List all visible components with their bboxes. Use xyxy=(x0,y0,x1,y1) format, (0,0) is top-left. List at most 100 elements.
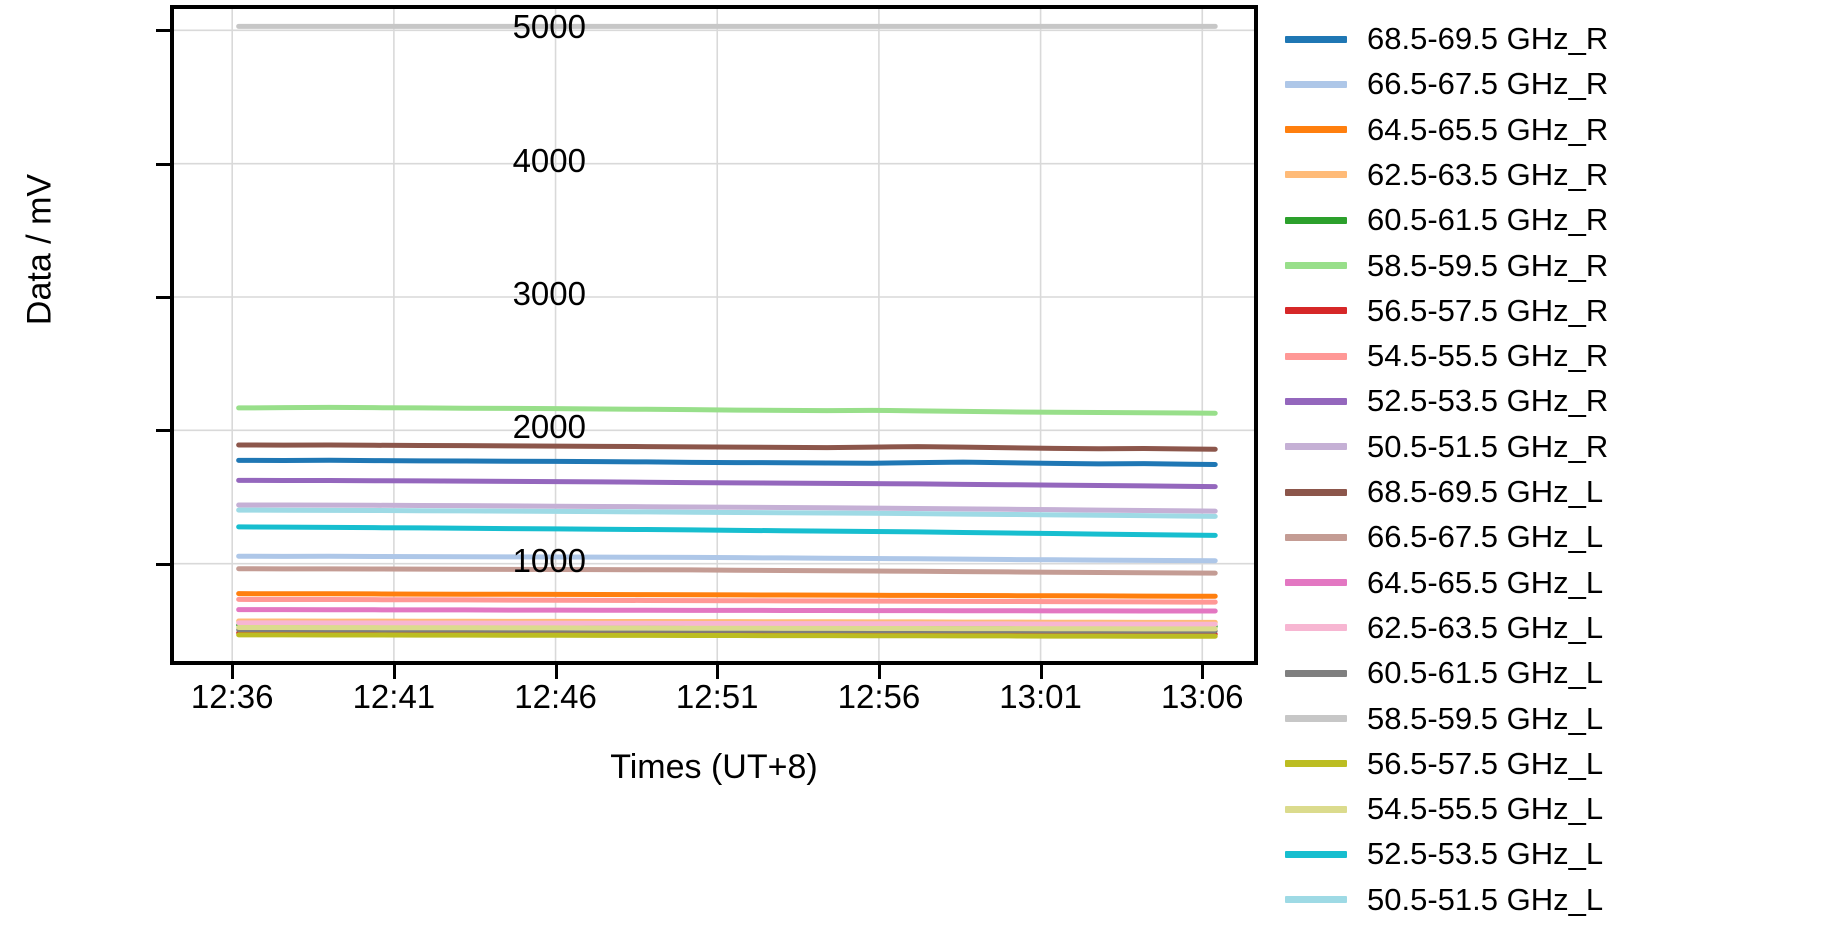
legend-color-swatch xyxy=(1285,126,1347,134)
legend-color-swatch xyxy=(1285,805,1347,813)
legend-label: 62.5-63.5 GHz_R xyxy=(1367,156,1609,192)
legend-color-swatch xyxy=(1285,443,1347,451)
legend-color-swatch xyxy=(1285,352,1347,360)
legend-label: 52.5-53.5 GHz_L xyxy=(1367,836,1604,872)
x-tick-mark xyxy=(716,665,720,679)
legend-label: 56.5-57.5 GHz_L xyxy=(1367,745,1604,781)
legend-color-swatch xyxy=(1285,397,1347,405)
legend-item[interactable]: 56.5-57.5 GHz_L xyxy=(1285,745,1604,781)
x-tick-mark xyxy=(1039,665,1043,679)
legend-item[interactable]: 68.5-69.5 GHz_R xyxy=(1285,22,1608,56)
legend-item[interactable]: 68.5-69.5 GHz_L xyxy=(1285,475,1603,509)
series-line xyxy=(239,445,1216,449)
x-tick-mark xyxy=(877,665,881,679)
x-tick-mark xyxy=(554,665,558,679)
x-tick-label: 13:01 xyxy=(999,678,1082,715)
y-tick-label: 4000 xyxy=(512,141,586,179)
chart-legend: 68.5-69.5 GHz_R 66.5-67.5 GHz_R 64.5-65.5 … xyxy=(1285,12,1845,932)
legend-item[interactable]: 66.5-67.5 GHz_L xyxy=(1285,520,1603,554)
x-tick-label: 12:41 xyxy=(352,678,436,715)
x-tick-label: 12:56 xyxy=(837,678,921,715)
legend-item[interactable]: 58.5-59.5 GHz_R xyxy=(1285,247,1609,283)
legend-item[interactable]: 64.5-65.5 GHz_L xyxy=(1285,564,1604,600)
y-axis-label: Data / mV xyxy=(20,173,59,326)
legend-label: 62.5-63.5 GHz_L xyxy=(1367,609,1604,645)
series-line xyxy=(239,460,1216,464)
y-tick-mark xyxy=(156,29,170,33)
series-line xyxy=(239,569,1216,573)
legend-color-swatch xyxy=(1285,896,1347,904)
legend-label: 58.5-59.5 GHz_R xyxy=(1367,247,1609,283)
legend-label: 64.5-65.5 GHz_R xyxy=(1367,111,1609,147)
series-line xyxy=(239,635,1216,636)
legend-color-swatch xyxy=(1285,488,1347,496)
series-line xyxy=(239,527,1216,536)
legend-label: 60.5-61.5 GHz_L xyxy=(1367,655,1604,691)
legend-color-swatch xyxy=(1285,624,1347,632)
legend-item[interactable]: 64.5-65.5 GHz_R xyxy=(1285,111,1609,147)
legend-color-swatch xyxy=(1285,216,1347,224)
y-tick-mark xyxy=(156,296,170,299)
x-tick-mark xyxy=(1201,665,1205,679)
series-line xyxy=(239,510,1216,516)
x-axis-label: Times (UT+8) xyxy=(610,748,818,786)
series-line xyxy=(239,610,1216,611)
legend-label: 68.5-69.5 GHz_R xyxy=(1367,21,1609,56)
legend-color-swatch xyxy=(1285,80,1347,88)
legend-item[interactable]: 54.5-55.5 GHz_L xyxy=(1285,792,1603,826)
legend-label: 50.5-51.5 GHz_L xyxy=(1367,881,1604,917)
legend-item[interactable]: 58.5-59.5 GHz_L xyxy=(1285,700,1604,736)
x-tick-label: 13:06 xyxy=(1160,678,1244,715)
y-tick-mark xyxy=(156,162,170,166)
series-line xyxy=(239,556,1216,561)
legend-item[interactable]: 54.5-55.5 GHz_R xyxy=(1285,339,1608,373)
legend-item[interactable]: 50.5-51.5 GHz_L xyxy=(1285,881,1604,917)
legend-color-swatch xyxy=(1285,579,1347,587)
legend-color-swatch xyxy=(1285,35,1347,43)
series-line xyxy=(239,480,1216,486)
legend-color-swatch xyxy=(1285,307,1347,315)
chart-svg xyxy=(174,9,1254,661)
series-line xyxy=(239,505,1216,511)
series-line xyxy=(239,628,1216,629)
x-tick-mark xyxy=(392,665,396,679)
x-tick-label: 12:36 xyxy=(190,678,274,715)
legend-label: 66.5-67.5 GHz_R xyxy=(1367,66,1609,102)
legend-item[interactable]: 52.5-53.5 GHz_L xyxy=(1285,837,1603,871)
plot-area xyxy=(170,5,1258,665)
gridlines xyxy=(174,9,1254,661)
series-line xyxy=(239,623,1216,624)
legend-label: 50.5-51.5 GHz_R xyxy=(1367,428,1609,464)
y-tick-label: 5000 xyxy=(512,8,586,46)
legend-label: 66.5-67.5 GHz_L xyxy=(1367,519,1604,555)
legend-color-swatch xyxy=(1285,533,1347,541)
legend-item[interactable]: 56.5-57.5 GHz_R xyxy=(1285,292,1609,328)
series-line xyxy=(239,594,1216,597)
y-tick-mark xyxy=(156,429,170,433)
legend-label: 60.5-61.5 GHz_R xyxy=(1367,202,1609,238)
legend-label: 56.5-57.5 GHz_R xyxy=(1367,292,1609,328)
x-tick-mark xyxy=(231,665,235,679)
series-line xyxy=(239,407,1216,413)
legend-color-swatch xyxy=(1285,669,1347,677)
y-tick-label: 3000 xyxy=(512,275,586,312)
legend-item[interactable]: 66.5-67.5 GHz_R xyxy=(1285,67,1608,101)
legend-item[interactable]: 50.5-51.5 GHz_R xyxy=(1285,428,1609,464)
legend-item[interactable]: 62.5-63.5 GHz_R xyxy=(1285,156,1609,192)
legend-label: 54.5-55.5 GHz_R xyxy=(1367,338,1609,374)
legend-label: 58.5-59.5 GHz_L xyxy=(1367,700,1604,736)
legend-item[interactable]: 52.5-53.5 GHz_R xyxy=(1285,384,1608,418)
x-tick-label: 12:51 xyxy=(675,678,759,715)
x-tick-label: 12:46 xyxy=(514,678,597,715)
legend-item[interactable]: 62.5-63.5 GHz_L xyxy=(1285,609,1604,645)
y-tick-mark xyxy=(156,562,170,566)
legend-label: 54.5-55.5 GHz_L xyxy=(1367,791,1604,827)
legend-color-swatch xyxy=(1285,715,1347,722)
legend-label: 52.5-53.5 GHz_R xyxy=(1367,383,1609,419)
legend-item[interactable]: 60.5-61.5 GHz_R xyxy=(1285,203,1608,237)
legend-label: 64.5-65.5 GHz_L xyxy=(1367,564,1604,600)
legend-color-swatch xyxy=(1285,262,1347,269)
legend-item[interactable]: 60.5-61.5 GHz_L xyxy=(1285,656,1603,690)
series-line xyxy=(239,599,1216,602)
